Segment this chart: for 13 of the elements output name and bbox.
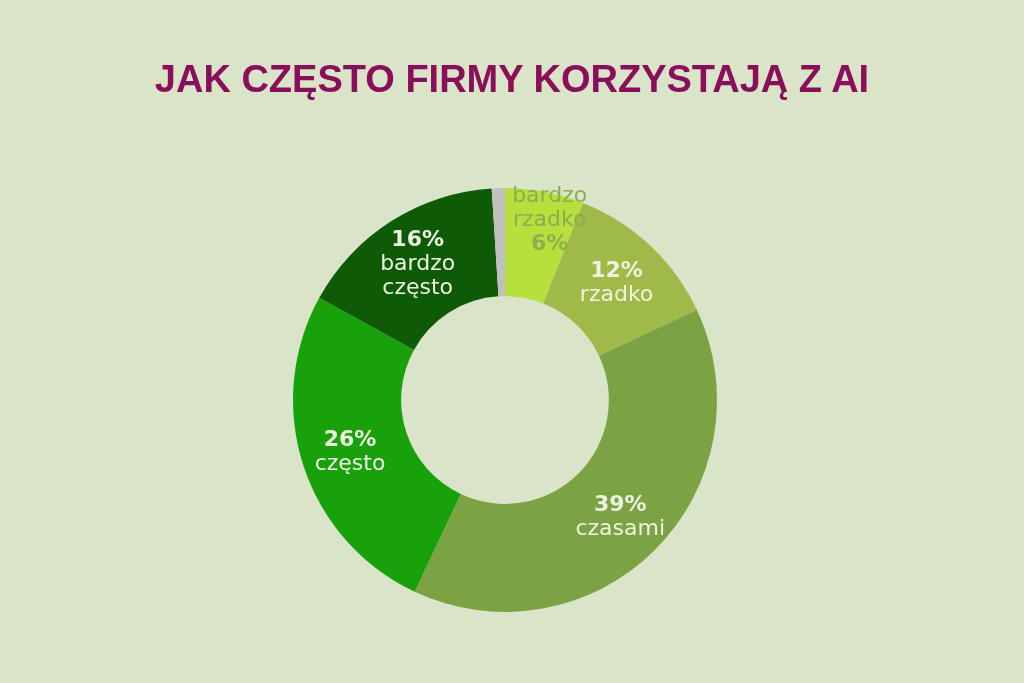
data-label: 39% [593, 491, 647, 517]
donut-slice [319, 188, 499, 350]
data-label: 12% [590, 257, 643, 283]
chart-title: JAK CZĘSTO FIRMY KORZYSTAJĄ Z AI [154, 58, 870, 100]
slice-label: często [314, 450, 386, 476]
slice-label: bardzo często [380, 250, 456, 300]
data-label: 16% [391, 226, 444, 252]
slice-label: rzadko [579, 281, 654, 307]
donut-slice [491, 188, 505, 297]
donut-slice [414, 309, 717, 612]
donut-slice [293, 297, 461, 592]
data-label: 26% [323, 426, 377, 452]
slice-label: czasami [575, 515, 666, 541]
